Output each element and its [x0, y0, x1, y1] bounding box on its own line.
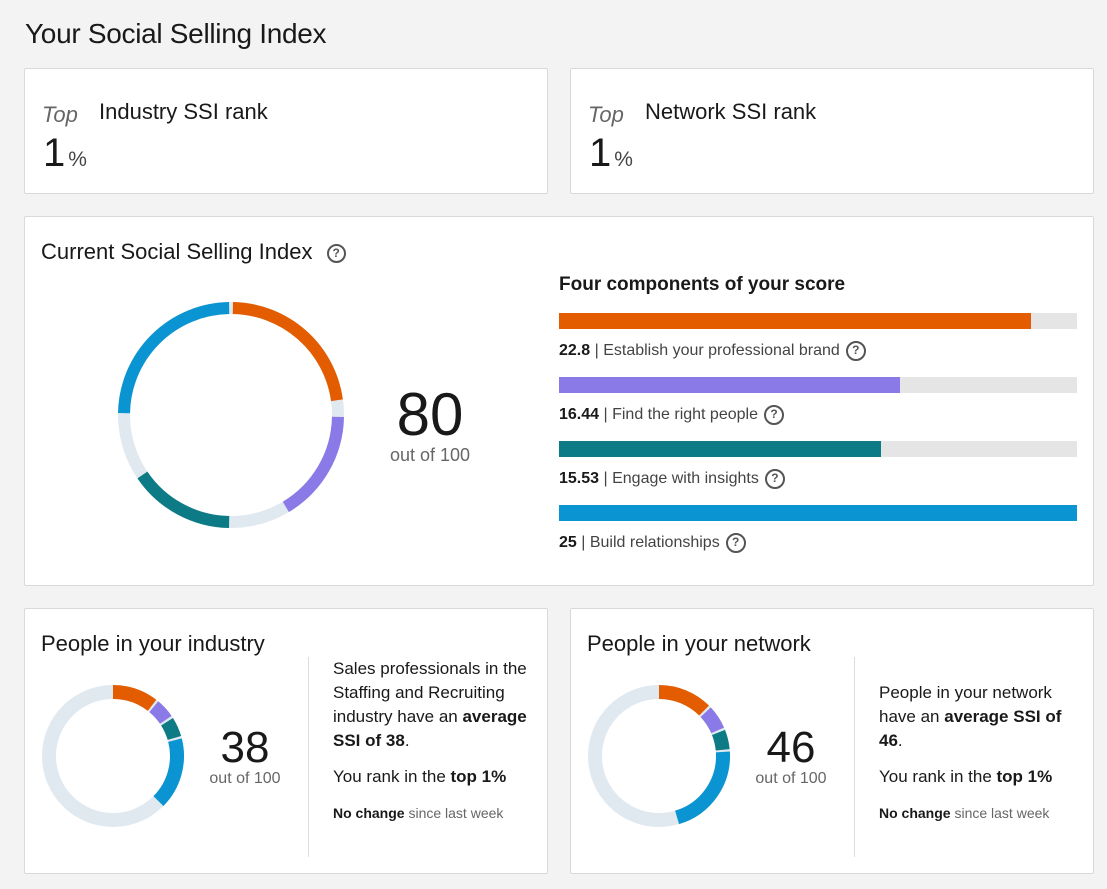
segment-brand	[112, 685, 157, 712]
network-rank-value: 1%	[589, 131, 633, 175]
main-score: 80 out of 100	[389, 381, 471, 466]
divider	[854, 657, 855, 857]
component-label: 22.8 | Establish your professional brand…	[559, 341, 1077, 361]
question-circle-icon[interactable]: ?	[763, 405, 784, 425]
segment-insights	[161, 717, 182, 741]
industry-rank-card: Top Industry SSI rank 1%	[24, 68, 548, 194]
component-bar	[559, 377, 1077, 393]
top-label: Top	[42, 102, 78, 127]
industry-rank-label: Industry SSI rank	[99, 99, 268, 124]
component-bar-fill	[559, 505, 1077, 521]
score-component: 16.44 | Find the right people?	[559, 377, 1077, 425]
component-bar-fill	[559, 441, 881, 457]
score-component: 15.53 | Engage with insights?	[559, 441, 1077, 489]
segment-people	[700, 707, 725, 734]
question-circle-icon[interactable]: ?	[725, 533, 746, 553]
segment-relationships	[674, 751, 730, 825]
industry-title: People in your industry	[41, 631, 265, 656]
network-rank-label: Network SSI rank	[645, 99, 817, 124]
segment-relationships	[118, 302, 230, 414]
question-circle-icon[interactable]: ?	[326, 243, 346, 263]
segment-insights	[711, 729, 730, 751]
current-ssi-card: Current Social Selling Index ? 80 out of…	[24, 216, 1094, 586]
top-label: Top	[588, 102, 624, 127]
component-bar	[559, 505, 1077, 521]
network-card: People in your network 46 out of 100 Peo…	[570, 608, 1094, 874]
main-ssi-donut	[118, 302, 344, 528]
network-description: People in your network have an average S…	[879, 683, 1062, 821]
industry-donut	[42, 685, 184, 827]
network-donut	[588, 685, 730, 827]
network-rank-card: Top Network SSI rank 1%	[570, 68, 1094, 194]
component-label: 16.44 | Find the right people?	[559, 405, 1077, 425]
industry-score: 38 out of 100	[209, 723, 281, 788]
segment-relationships	[153, 738, 184, 807]
component-bar-fill	[559, 377, 900, 393]
question-circle-icon[interactable]: ?	[845, 341, 866, 361]
network-title: People in your network	[587, 631, 811, 656]
segment-insights	[137, 471, 230, 528]
industry-description: Sales professionals in the Staffing and …	[333, 659, 527, 821]
page-title: Your Social Selling Index	[25, 18, 327, 49]
donut-track	[118, 302, 344, 528]
segment-brand	[658, 685, 710, 716]
network-score: 46 out of 100	[755, 723, 827, 788]
component-label: 25 | Build relationships?	[559, 533, 1077, 553]
score-component: 25 | Build relationships?	[559, 505, 1077, 553]
segment-brand	[232, 302, 343, 402]
current-ssi-title: Current Social Selling Index ?	[41, 239, 346, 265]
divider	[308, 657, 309, 857]
question-circle-icon[interactable]: ?	[764, 469, 785, 489]
industry-card: People in your industry 38 out of 100 Sa…	[24, 608, 548, 874]
component-label: 15.53 | Engage with insights?	[559, 469, 1077, 489]
component-bar	[559, 313, 1077, 329]
segment-people	[282, 416, 344, 513]
industry-rank-value: 1%	[43, 131, 87, 175]
component-bar	[559, 441, 1077, 457]
segment-people	[149, 701, 172, 724]
score-component: 22.8 | Establish your professional brand…	[559, 313, 1077, 361]
component-bar-fill	[559, 313, 1032, 329]
components-title: Four components of your score	[559, 274, 846, 295]
